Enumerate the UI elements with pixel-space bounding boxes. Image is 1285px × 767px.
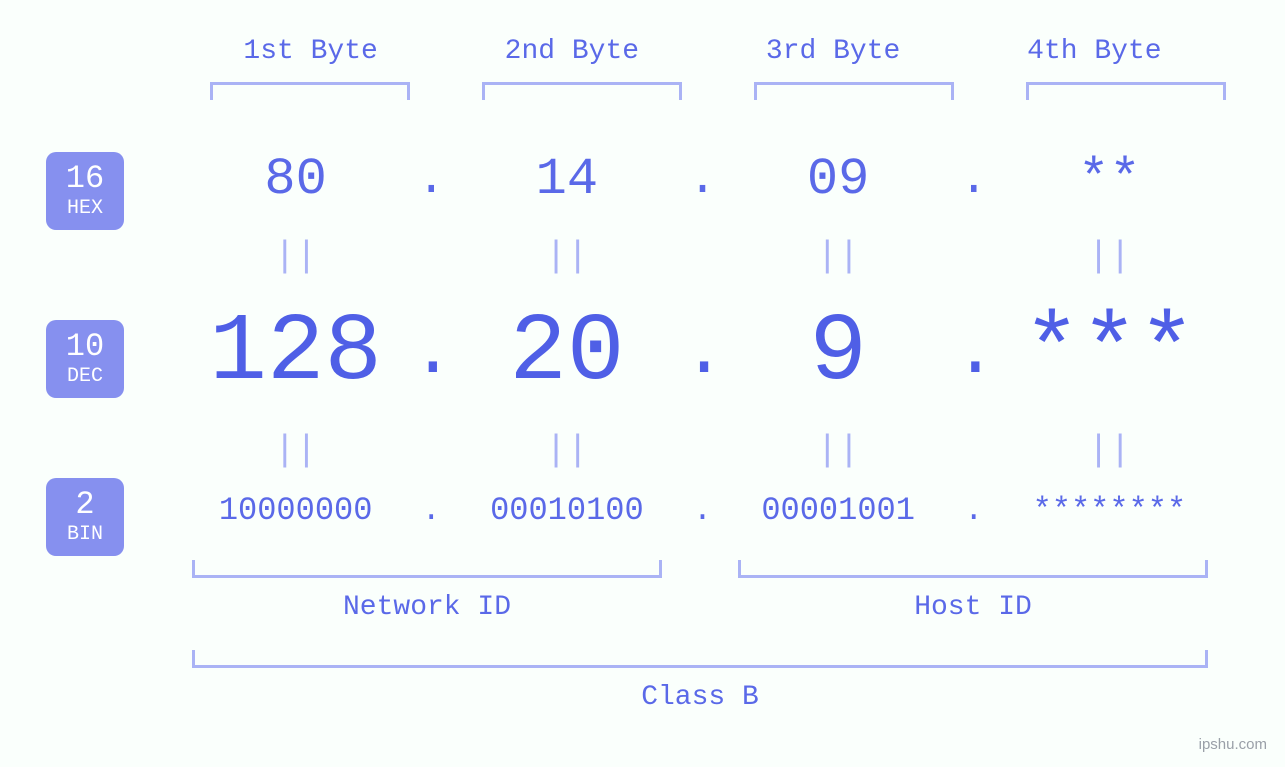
base-lbl-bin: BIN (67, 525, 103, 545)
base-badge-bin: 2 BIN (46, 478, 124, 556)
eq-symbol: || (723, 430, 954, 471)
byte-bracket-3 (754, 82, 954, 100)
eq-symbol: || (451, 236, 682, 277)
bin-byte-2: 00010100 (451, 492, 682, 529)
byte-header-3: 3rd Byte (703, 36, 964, 67)
base-num-dec: 10 (66, 331, 104, 363)
dec-byte-4: *** (994, 298, 1225, 407)
network-id-bracket (192, 560, 662, 578)
eq-row-dec-bin: || || || || (180, 430, 1225, 471)
byte-headers: 1st Byte 2nd Byte 3rd Byte 4th Byte (180, 36, 1225, 67)
eq-row-hex-dec: || || || || (180, 236, 1225, 277)
base-lbl-dec: DEC (67, 367, 103, 387)
class-bracket (192, 650, 1208, 668)
bin-dot: . (683, 492, 723, 529)
eq-symbol: || (451, 430, 682, 471)
hex-byte-1: 80 (180, 150, 411, 209)
eq-symbol: || (180, 236, 411, 277)
eq-symbol: || (994, 430, 1225, 471)
byte-bracket-2 (482, 82, 682, 100)
hex-dot: . (954, 153, 994, 207)
dec-dot: . (683, 312, 723, 394)
base-num-hex: 16 (66, 163, 104, 195)
network-id-label: Network ID (192, 592, 662, 623)
byte-bracket-1 (210, 82, 410, 100)
dec-byte-3: 9 (723, 298, 954, 407)
host-id-label: Host ID (738, 592, 1208, 623)
base-num-bin: 2 (75, 489, 94, 521)
hex-row: 80 . 14 . 09 . ** (180, 150, 1225, 209)
dec-byte-2: 20 (451, 298, 682, 407)
hex-dot: . (411, 153, 451, 207)
dec-dot: . (954, 312, 994, 394)
bin-dot: . (411, 492, 451, 529)
base-badge-hex: 16 HEX (46, 152, 124, 230)
byte-header-4: 4th Byte (964, 36, 1225, 67)
hex-byte-3: 09 (723, 150, 954, 209)
bin-row: 10000000 . 00010100 . 00001001 . *******… (180, 492, 1225, 529)
dec-row: 128 . 20 . 9 . *** (180, 298, 1225, 407)
base-badge-dec: 10 DEC (46, 320, 124, 398)
byte-bracket-4 (1026, 82, 1226, 100)
hex-byte-4: ** (994, 150, 1225, 209)
hex-byte-2: 14 (451, 150, 682, 209)
eq-symbol: || (723, 236, 954, 277)
bin-byte-4: ******** (994, 492, 1225, 529)
eq-symbol: || (994, 236, 1225, 277)
bin-byte-3: 00001001 (723, 492, 954, 529)
byte-header-2: 2nd Byte (441, 36, 702, 67)
byte-header-1: 1st Byte (180, 36, 441, 67)
class-label: Class B (192, 682, 1208, 713)
dec-byte-1: 128 (180, 298, 411, 407)
eq-symbol: || (180, 430, 411, 471)
watermark: ipshu.com (1199, 736, 1267, 753)
hex-dot: . (683, 153, 723, 207)
base-lbl-hex: HEX (67, 199, 103, 219)
dec-dot: . (411, 312, 451, 394)
bin-dot: . (954, 492, 994, 529)
host-id-bracket (738, 560, 1208, 578)
bin-byte-1: 10000000 (180, 492, 411, 529)
